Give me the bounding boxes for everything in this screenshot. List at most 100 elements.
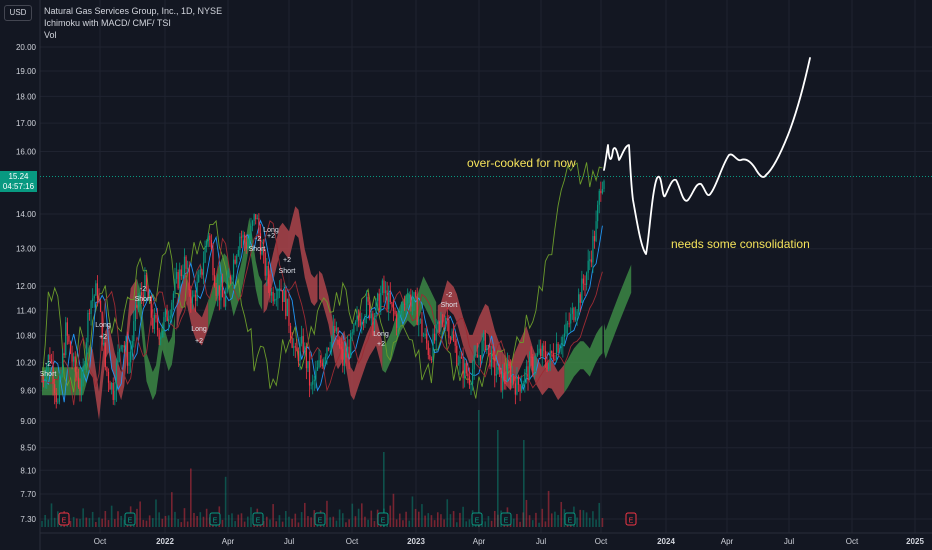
candle-body (259, 233, 262, 255)
candle-body (511, 376, 513, 383)
candle-body (524, 372, 526, 384)
trade-signal-label: +2 (283, 257, 291, 264)
price-axis[interactable]: 20.00 19.00 18.00 17.00 16.00 14.00 13.00 12.00… (16, 43, 37, 524)
candle-body (297, 351, 300, 362)
volume-bar (440, 514, 442, 527)
time-tick-label: 2023 (407, 537, 425, 546)
candle-body (126, 342, 129, 366)
earnings-marker[interactable] (564, 512, 576, 526)
volume-bar (199, 512, 202, 527)
volume-bar (313, 510, 316, 527)
candle-body (353, 324, 355, 333)
candle-body (202, 262, 205, 275)
candle-body (413, 292, 415, 302)
candle-body (354, 321, 357, 325)
candle-body (372, 313, 374, 325)
projection-drawing[interactable] (603, 57, 811, 255)
chikou-span-line (41, 162, 603, 399)
candle-body (149, 297, 151, 300)
candle-body (112, 382, 114, 400)
volume-legend[interactable]: Vol (44, 30, 57, 40)
price-tick-label: 11.40 (17, 306, 37, 315)
candle-body (407, 297, 409, 304)
volume-bar (484, 521, 487, 527)
earnings-marker[interactable] (209, 512, 221, 526)
candle-body (318, 360, 320, 368)
candle-body (289, 325, 292, 338)
candle-body (188, 267, 190, 291)
candle-body (150, 297, 152, 318)
candle-body (326, 348, 328, 357)
volume-bar (326, 500, 328, 527)
earnings-marker[interactable] (252, 512, 264, 526)
currency-button[interactable]: USD (4, 5, 32, 21)
earnings-marker[interactable] (471, 512, 483, 526)
price-tick-label: 10.80 (16, 332, 37, 341)
volume-bar (535, 512, 537, 527)
volume-bar (110, 505, 113, 527)
annotation-overcooked[interactable]: over-cooked for now (467, 156, 576, 170)
trade-signal-label: -2 (255, 236, 261, 243)
candle-body (316, 367, 319, 371)
candle-body (538, 348, 540, 354)
candle-body (55, 392, 57, 402)
candle-body (199, 269, 201, 275)
volume-bar (544, 521, 547, 527)
candle-body (50, 359, 53, 362)
candle-body (145, 274, 148, 290)
volume-bar (120, 515, 122, 527)
annotation-consolidation[interactable]: needs some consolidation (671, 237, 810, 251)
candle-body (68, 335, 70, 342)
candle-body (269, 283, 271, 296)
earnings-marker-letter: E (213, 518, 218, 525)
candle-body (147, 289, 149, 300)
candle-body (234, 259, 236, 264)
candle-body (251, 220, 254, 226)
candle-body (117, 351, 119, 363)
earnings-marker[interactable] (124, 512, 136, 526)
candle-body (201, 269, 203, 275)
volume-bar (395, 519, 398, 527)
candle-body (103, 342, 105, 345)
candle-body (141, 292, 143, 296)
volume-bar (487, 516, 490, 527)
volume-bar (408, 520, 411, 527)
candle-body (574, 316, 577, 321)
symbol-title[interactable]: Natural Gas Services Group, Inc., 1D, NY… (44, 6, 223, 16)
volume-bar (576, 517, 578, 527)
candle-body (597, 204, 599, 222)
cloud-segment (564, 325, 603, 393)
candlesticks (41, 179, 605, 409)
candle-body (432, 333, 434, 360)
price-tick-label: 19.00 (16, 67, 37, 76)
price-tick-label: 12.00 (16, 282, 37, 291)
candle-body (183, 256, 186, 276)
trade-signal-label: Long (373, 331, 389, 338)
volume-bar (557, 514, 559, 527)
candle-body (392, 303, 395, 311)
volume-bar (177, 519, 179, 527)
price-tick-label: 17.00 (16, 119, 37, 128)
volume-bar (554, 511, 556, 527)
candle-body (172, 293, 174, 303)
candle-body (182, 275, 184, 277)
indicator-legend[interactable]: Ichimoku with MACD/ CMF/ TSI (44, 18, 171, 28)
candle-body (168, 319, 170, 321)
candle-body (49, 355, 51, 360)
candle-body (225, 291, 227, 307)
candle-body (419, 319, 421, 321)
earnings-marker[interactable] (625, 512, 637, 526)
earnings-marker[interactable] (58, 512, 70, 526)
volume-bar (550, 513, 553, 527)
candle-body (456, 345, 458, 365)
earnings-marker[interactable] (500, 512, 512, 526)
trade-signal-label: +2 (377, 341, 385, 348)
candle-body (351, 332, 353, 334)
earnings-marker[interactable] (314, 512, 326, 526)
volume-bar (275, 521, 278, 527)
candle-body (99, 300, 102, 312)
earnings-marker[interactable] (377, 512, 389, 526)
candle-body (187, 267, 189, 269)
